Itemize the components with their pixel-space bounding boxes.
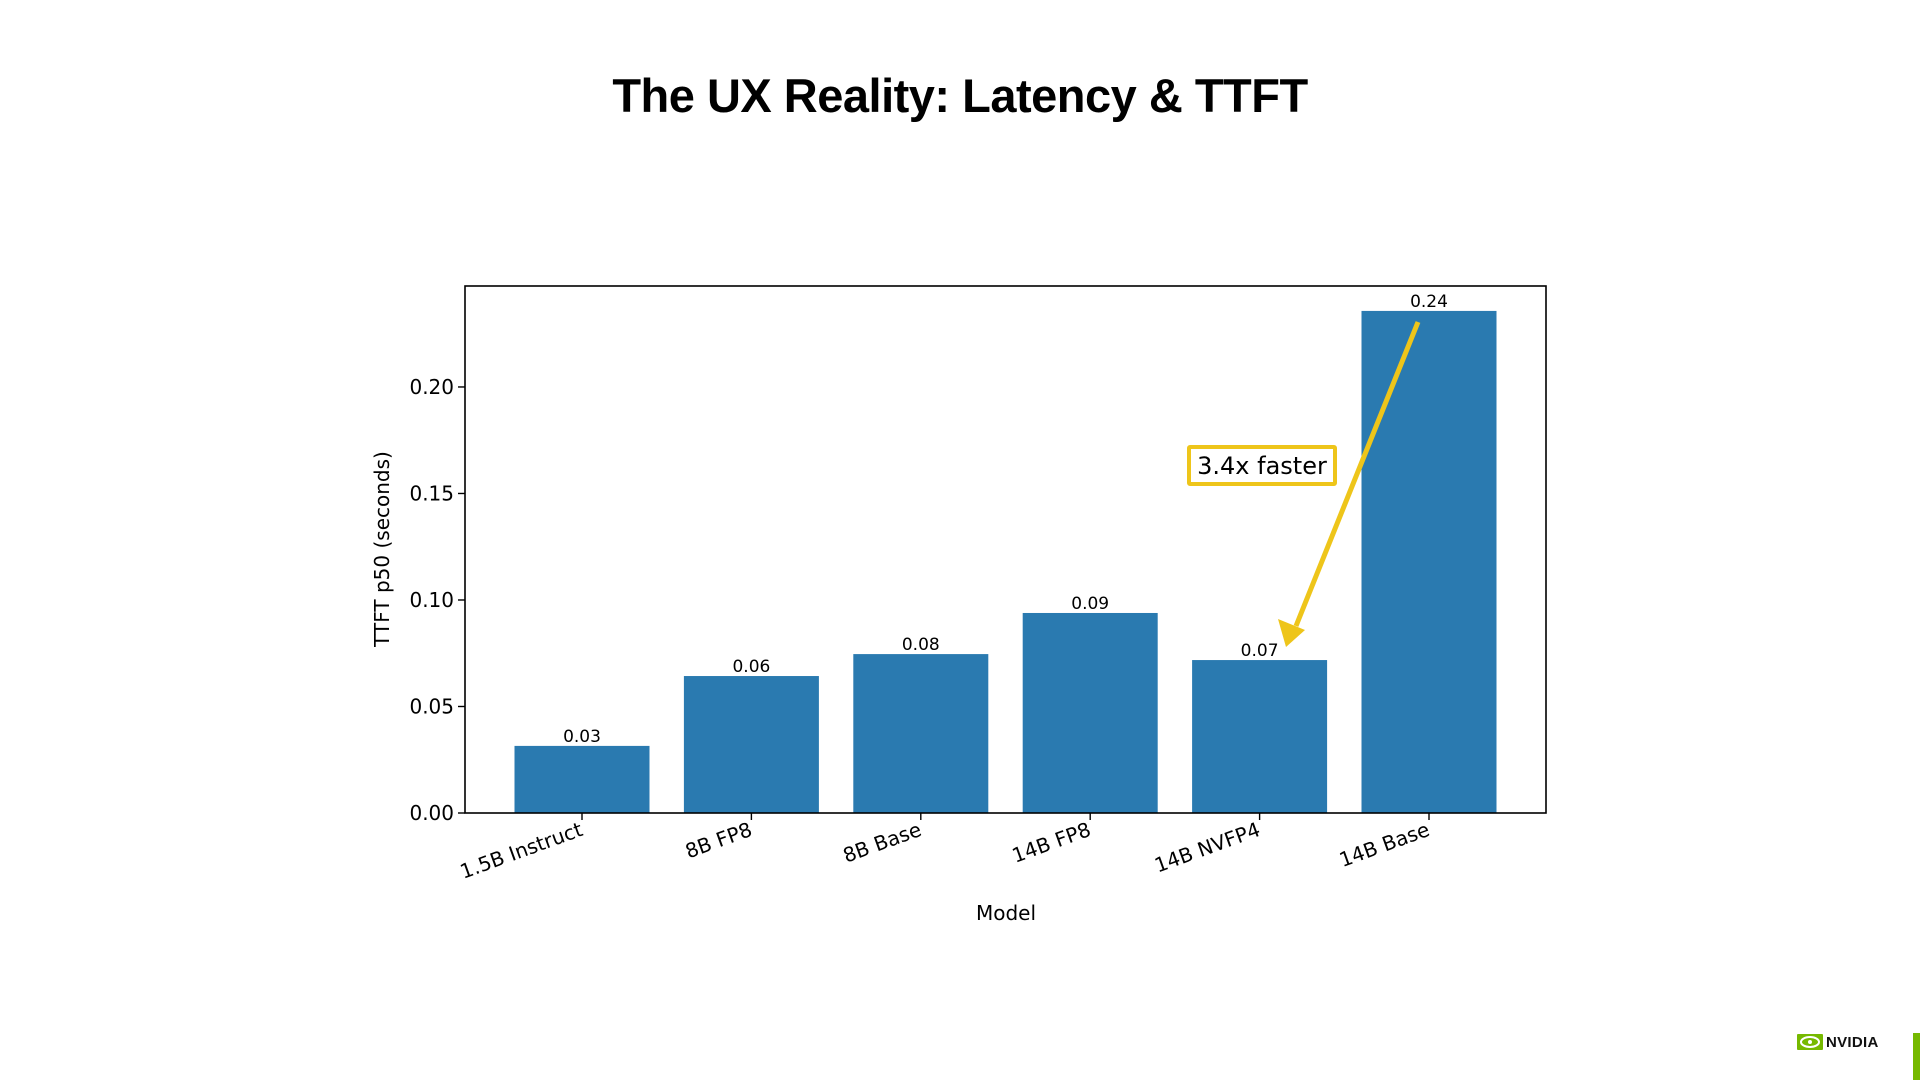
y-tick-label: 0.00 [409, 801, 454, 825]
slide-title: The UX Reality: Latency & TTFT [612, 69, 1308, 122]
y-axis-ticks: 0.00 0.05 0.10 0.15 0.20 [409, 375, 465, 825]
x-tick-label: 14B Base [1336, 817, 1433, 872]
y-axis-label: TTFT p50 (seconds) [370, 451, 394, 648]
x-tick-label: 8B Base [840, 817, 925, 867]
x-tick-label: 1.5B Instruct [457, 817, 586, 884]
bars-group [514, 310, 1497, 813]
nvidia-eye-icon [1797, 1034, 1823, 1050]
logo-text: NVIDIA [1826, 1033, 1879, 1051]
y-tick-label: 0.15 [409, 481, 454, 505]
nvidia-logo: NVIDIA [1797, 1031, 1879, 1053]
x-axis-label: Model [976, 901, 1036, 925]
y-tick-label: 0.20 [409, 375, 454, 399]
annotation-arrow [1278, 321, 1421, 647]
x-tick-label: 8B FP8 [682, 817, 755, 863]
bar [514, 745, 650, 813]
bar [853, 654, 989, 813]
axes-frame [464, 285, 1547, 814]
x-axis-ticks: 1.5B Instruct 8B FP8 8B Base 14B FP8 14B NVF… [457, 813, 1433, 884]
x-tick-label: 14B NVFP4 [1151, 817, 1263, 877]
bar-value-label: 0.03 [563, 727, 601, 747]
bar-value-label: 0.09 [1071, 594, 1109, 614]
bar-value-label: 0.08 [902, 635, 940, 655]
arrow-head-icon [1278, 619, 1305, 647]
bar-value-label: 0.07 [1241, 641, 1279, 661]
bar [1192, 660, 1328, 813]
bar [1022, 612, 1158, 813]
accent-bar [1913, 1033, 1920, 1080]
x-tick-label: 14B FP8 [1009, 817, 1094, 868]
y-tick-label: 0.05 [409, 694, 454, 718]
bar-value-label: 0.24 [1410, 292, 1448, 312]
annotation-callout: 3.4x faster [1187, 445, 1337, 486]
y-tick-label: 0.10 [409, 588, 454, 612]
bar [683, 676, 819, 813]
bar-value-label: 0.06 [732, 657, 770, 677]
bar-value-labels: 0.03 0.06 0.08 0.09 0.07 0.24 [563, 292, 1448, 747]
bar [1361, 310, 1497, 813]
